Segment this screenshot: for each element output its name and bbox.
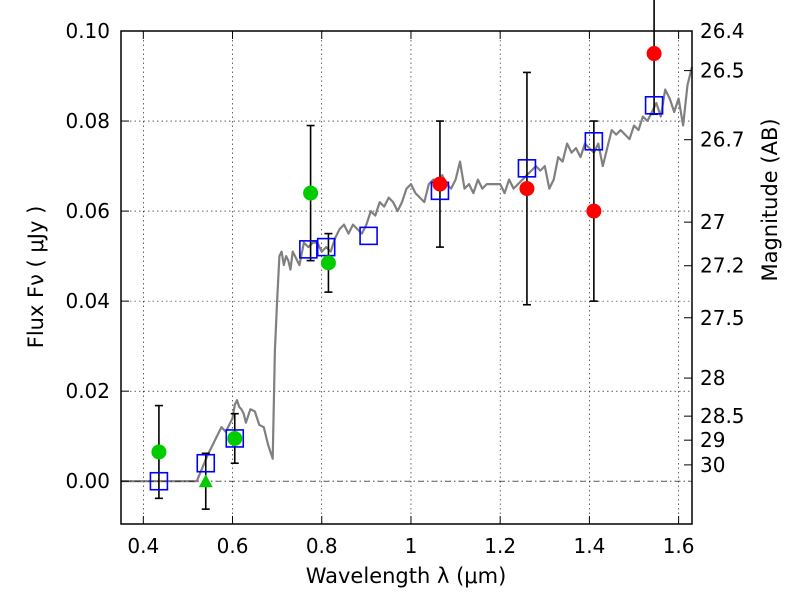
magnitude-tick-label: 28 — [700, 366, 725, 390]
y-tick-label: 0.04 — [65, 289, 110, 313]
y-tick-label: 0.08 — [65, 109, 110, 133]
x-tick-label: 1.6 — [663, 534, 695, 558]
model-band-marker — [316, 237, 336, 257]
model-band-marker — [359, 226, 378, 246]
magnitude-tick-label: 30 — [700, 453, 725, 477]
x-tick-label: 1.2 — [484, 534, 516, 558]
model-band-marker — [196, 453, 216, 473]
photometry-point — [432, 176, 448, 192]
y-tick-label: 0.00 — [65, 469, 110, 493]
y-tick-label: 0.06 — [65, 199, 110, 223]
x-axis-label: Wavelength λ (μm) — [306, 564, 507, 588]
model-band-marker — [149, 471, 169, 491]
magnitude-tick-label: 27.5 — [700, 306, 745, 330]
magnitude-tick-label: 26.7 — [700, 128, 745, 152]
magnitude-tick-label: 29 — [700, 428, 725, 452]
x-tick-label: 0.8 — [306, 534, 338, 558]
x-tick-label: 1.4 — [573, 534, 605, 558]
y-tick-label: 0.10 — [65, 19, 110, 43]
model-spectrum-layer — [121, 66, 694, 483]
y-axis-label: Flux Fν ( μJy ) — [24, 206, 48, 349]
model-band-marker — [225, 429, 245, 448]
photometry-point — [646, 46, 662, 62]
model-band-marker — [584, 132, 604, 151]
magnitude-tick-label: 27 — [700, 210, 725, 234]
plot-frame — [120, 30, 693, 525]
magnitude-tick-label: 26.5 — [700, 59, 745, 83]
right-axis-label: Magnitude (AB) — [758, 118, 782, 281]
data-points — [149, 46, 664, 491]
model-band-marker — [299, 240, 318, 259]
magnitude-tick-label: 26.4 — [700, 19, 745, 43]
x-tick-label: 0.6 — [217, 534, 249, 558]
photometry-point — [519, 181, 535, 197]
model-spectrum-line — [121, 66, 694, 483]
y-tick-label: 0.02 — [65, 379, 110, 403]
photometry-point — [320, 255, 336, 271]
model-band-marker — [644, 95, 664, 115]
grid — [121, 30, 692, 524]
photometry-point — [586, 203, 602, 219]
magnitude-tick-label: 28.5 — [700, 404, 745, 428]
model-band-marker — [517, 159, 537, 178]
magnitude-tick-label: 27.2 — [700, 254, 745, 278]
upper-limit-marker — [198, 474, 213, 488]
photometry-point — [227, 430, 243, 446]
photometry-point — [303, 185, 319, 201]
axis-ticks: 0.4 0.6 0.8 1 1.2 1.4 1.6 0.00 0.02 0.04 0.06 0.08 0… — [65, 19, 744, 558]
photometry-point — [151, 444, 167, 460]
x-tick-label: 0.4 — [127, 534, 159, 558]
x-tick-label: 1 — [405, 534, 418, 558]
